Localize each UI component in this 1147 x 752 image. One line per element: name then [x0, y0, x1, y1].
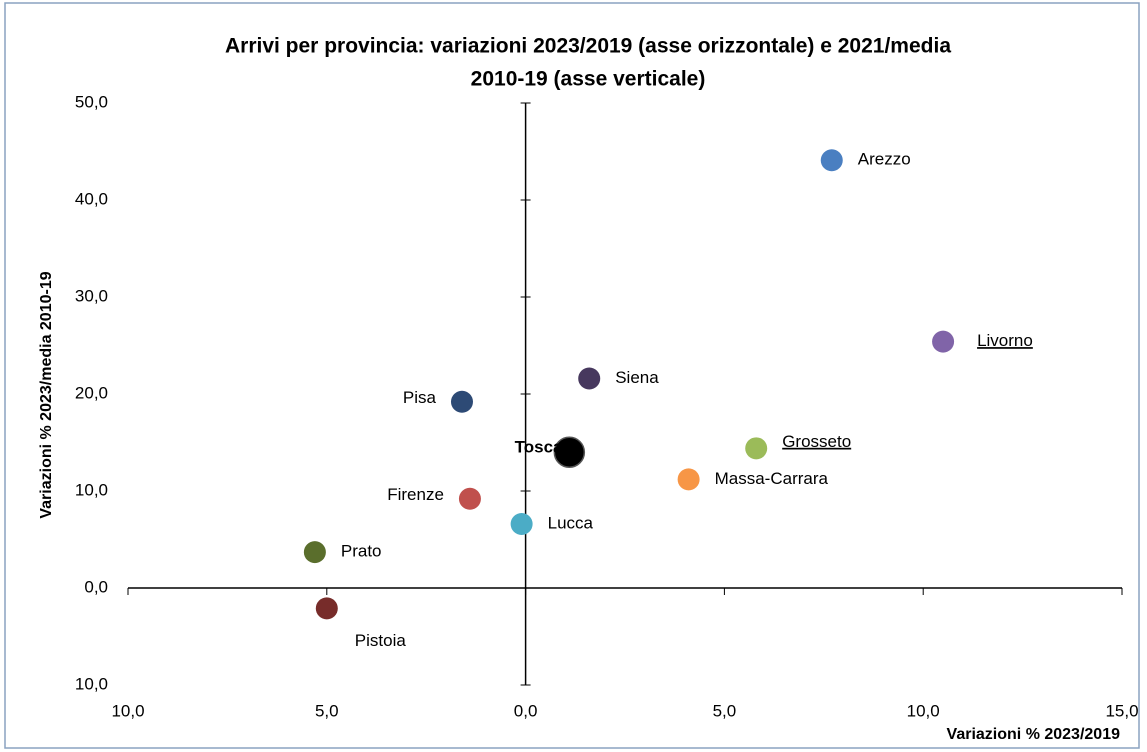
marker [932, 330, 955, 353]
point-label: Firenze [387, 485, 444, 504]
point-label: Pistoia [355, 631, 407, 650]
x-axis-title: Variazioni % 2023/2019 [947, 726, 1121, 743]
point-label: Livorno [977, 331, 1033, 350]
marker [677, 468, 700, 491]
y-tick-label: 30,0 [75, 286, 108, 305]
y-axis-title: Variazioni % 2023/media 2010-19 [38, 271, 55, 518]
chart-frame [4, 2, 1140, 749]
x-tick-label: 5,0 [713, 701, 737, 720]
x-tick-label: 10,0 [907, 701, 940, 720]
chart-title: Arrivi per provincia: variazioni 2023/20… [225, 35, 951, 58]
y-tick-label: 10,0 [75, 674, 108, 693]
point-label: Lucca [548, 513, 594, 532]
point-label: Massa-Carrara [715, 469, 829, 488]
marker [303, 541, 326, 564]
point-label: Toscana [515, 438, 583, 457]
marker [820, 149, 843, 172]
marker [315, 597, 338, 620]
x-tick-label: 5,0 [315, 701, 339, 720]
y-tick-label: 20,0 [75, 383, 108, 402]
point-label: Arezzo [858, 150, 911, 169]
x-tick-label: 0,0 [514, 701, 538, 720]
y-tick-label: 50,0 [75, 92, 108, 111]
marker [578, 367, 601, 390]
marker [458, 487, 481, 510]
point-label: Siena [615, 368, 659, 387]
y-tick-label: 10,0 [75, 480, 108, 499]
x-tick-label: 15,0 [1105, 701, 1138, 720]
x-tick-label: 10,0 [111, 701, 144, 720]
point-label: Grosseto [782, 432, 851, 451]
point-label: Prato [341, 542, 382, 561]
marker [450, 390, 473, 413]
y-tick-label: 0,0 [84, 577, 108, 596]
chart-title: 2010-19 (asse verticale) [471, 68, 706, 91]
point-label: Pisa [403, 388, 437, 407]
marker [745, 437, 768, 460]
y-tick-label: 40,0 [75, 189, 108, 208]
marker [510, 512, 533, 535]
marker [553, 436, 586, 468]
